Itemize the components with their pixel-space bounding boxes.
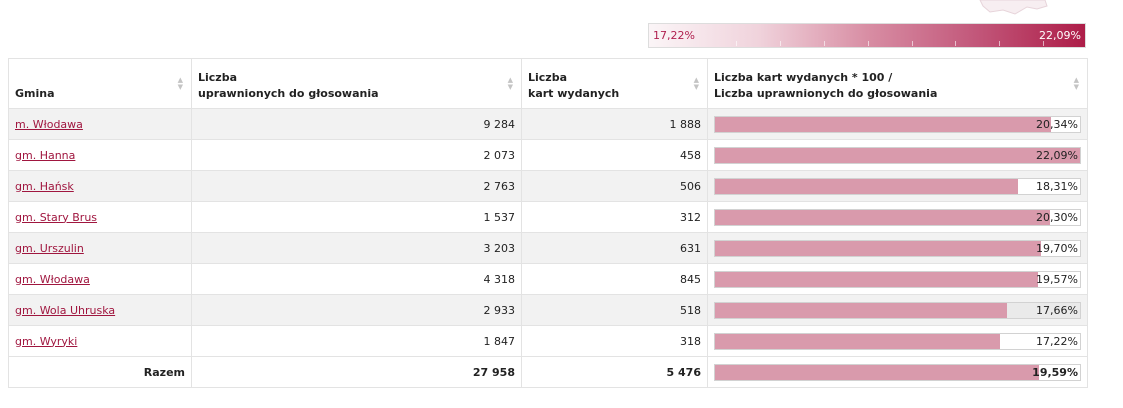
header-line2: Gmina xyxy=(15,87,55,100)
karty-value: 1 888 xyxy=(521,108,708,140)
karty-value: 845 xyxy=(521,263,708,295)
karty-value: 458 xyxy=(521,139,708,171)
total-karty: 5 476 xyxy=(521,356,708,388)
gmina-link[interactable]: gm. Stary Brus xyxy=(15,210,98,224)
karty-value: 506 xyxy=(521,170,708,202)
gmina-link[interactable]: gm. Hańsk xyxy=(15,179,74,193)
table-row: gm. Hańsk 2 763 506 18,31% xyxy=(8,170,1088,202)
percent-bar: 22,09% xyxy=(714,146,1081,164)
column-header-frekwencja[interactable]: Liczba kart wydanych * 100 / Liczba upra… xyxy=(707,58,1088,109)
karty-value: 318 xyxy=(521,325,708,357)
percent-value: 20,30% xyxy=(1036,210,1078,224)
header-line1: Liczba xyxy=(528,71,567,84)
percent-bar: 19,57% xyxy=(714,270,1081,288)
percent-bar: 19,70% xyxy=(714,239,1081,257)
percent-bar-fill xyxy=(715,209,1051,225)
gmina-link[interactable]: gm. Wola Uhruska xyxy=(15,303,116,317)
results-table: Gmina ▲ ▼ Liczba uprawnionych do głosowan… xyxy=(8,58,1088,388)
uprawnionych-value: 3 203 xyxy=(191,232,522,264)
percent-bar-fill xyxy=(715,240,1041,256)
percent-bar-fill xyxy=(715,333,1000,349)
percent-value: 17,66% xyxy=(1036,303,1078,317)
header-line2: kart wydanych xyxy=(528,87,620,100)
table-header-row: Gmina ▲ ▼ Liczba uprawnionych do głosowan… xyxy=(8,58,1088,109)
percent-value: 20,34% xyxy=(1036,117,1078,131)
karty-value: 631 xyxy=(521,232,708,264)
table-row: gm. Wola Uhruska 2 933 518 17,66% xyxy=(8,294,1088,326)
percent-bar: 17,22% xyxy=(714,332,1081,350)
column-header-uprawnionych[interactable]: Liczba uprawnionych do głosowania ▲ ▼ xyxy=(191,58,522,109)
gmina-link[interactable]: gm. Wyryki xyxy=(15,334,78,348)
column-header-karty[interactable]: Liczba kart wydanych ▲ ▼ xyxy=(521,58,708,109)
header-line2: Liczba uprawnionych do głosowania xyxy=(714,87,938,100)
table-row: gm. Hanna 2 073 458 22,09% xyxy=(8,139,1088,171)
percent-bar: 20,30% xyxy=(714,208,1081,226)
table-row: gm. Urszulin 3 203 631 19,70% xyxy=(8,232,1088,264)
percent-value: 19,59% xyxy=(1032,365,1078,379)
gmina-link[interactable]: gm. Hanna xyxy=(15,148,76,162)
karty-value: 312 xyxy=(521,201,708,233)
table-row: m. Włodawa 9 284 1 888 20,34% xyxy=(8,108,1088,140)
table-row: gm. Stary Brus 1 537 312 20,30% xyxy=(8,201,1088,233)
uprawnionych-value: 2 933 xyxy=(191,294,522,326)
total-row: Razem 27 958 5 476 19,59% xyxy=(8,356,1088,388)
percent-value: 18,31% xyxy=(1036,179,1078,193)
percent-value: 22,09% xyxy=(1036,148,1078,162)
uprawnionych-value: 2 763 xyxy=(191,170,522,202)
percent-bar-fill xyxy=(715,302,1007,318)
uprawnionych-value: 1 537 xyxy=(191,201,522,233)
table-row: gm. Wyryki 1 847 318 17,22% xyxy=(8,325,1088,357)
legend-max-label: 22,09% xyxy=(1039,29,1081,42)
percent-bar: 20,34% xyxy=(714,115,1081,133)
percent-bar-fill xyxy=(715,116,1052,132)
percent-value: 17,22% xyxy=(1036,334,1078,348)
header-line1: Liczba kart wydanych * 100 / xyxy=(714,71,893,84)
uprawnionych-value: 4 318 xyxy=(191,263,522,295)
karty-value: 518 xyxy=(521,294,708,326)
sort-arrows-icon[interactable]: ▲ ▼ xyxy=(507,75,513,91)
percent-value: 19,70% xyxy=(1036,241,1078,255)
table-row: gm. Włodawa 4 318 845 19,57% xyxy=(8,263,1088,295)
sort-arrows-icon[interactable]: ▲ ▼ xyxy=(693,75,699,91)
percent-bar-fill xyxy=(715,364,1039,380)
percent-bar-fill xyxy=(715,178,1018,194)
uprawnionych-value: 2 073 xyxy=(191,139,522,171)
percent-bar-fill xyxy=(715,271,1039,287)
uprawnionych-value: 9 284 xyxy=(191,108,522,140)
uprawnionych-value: 1 847 xyxy=(191,325,522,357)
percent-bar: 18,31% xyxy=(714,177,1081,195)
map-fragment-icon xyxy=(979,0,1048,15)
legend-min-label: 17,22% xyxy=(653,29,695,42)
total-uprawnionych: 27 958 xyxy=(191,356,522,388)
gmina-link[interactable]: m. Włodawa xyxy=(15,117,83,131)
gmina-link[interactable]: gm. Włodawa xyxy=(15,272,90,286)
column-header-gmina[interactable]: Gmina ▲ ▼ xyxy=(8,58,192,109)
percent-value: 19,57% xyxy=(1036,272,1078,286)
header-line1: Liczba xyxy=(198,71,237,84)
percent-bar: 17,66% xyxy=(714,301,1081,319)
sort-arrows-icon[interactable]: ▲ ▼ xyxy=(177,75,183,91)
color-scale-legend: 17,22% 22,09% xyxy=(648,23,1086,48)
sort-arrows-icon[interactable]: ▲ ▼ xyxy=(1073,75,1079,91)
header-line2: uprawnionych do głosowania xyxy=(198,87,379,100)
percent-bar-fill xyxy=(715,147,1080,163)
gmina-link[interactable]: gm. Urszulin xyxy=(15,241,84,255)
percent-bar: 19,59% xyxy=(714,363,1081,381)
total-label: Razem xyxy=(8,356,192,388)
